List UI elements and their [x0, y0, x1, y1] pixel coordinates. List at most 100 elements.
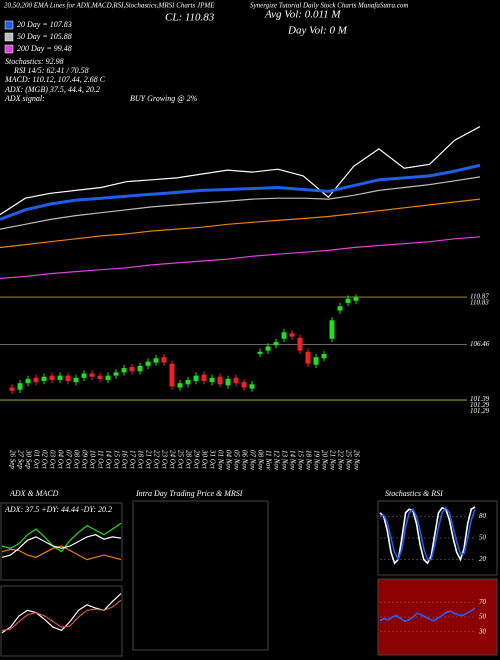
series-line [0, 198, 481, 249]
x-tick-label: 11 Oct [96, 450, 104, 469]
series-line [1, 534, 122, 558]
x-tick-label: 24 Oct [168, 450, 176, 470]
series-line [379, 506, 476, 565]
candle-body [281, 332, 287, 339]
y-tick-label: 30 [478, 627, 487, 635]
candle-body [321, 353, 327, 359]
x-tick-label: 29 Oct [192, 450, 200, 470]
chart-title: 20,50,200 EMA Lines for ADX,MACD,RSI,Sto… [4, 2, 215, 10]
series-line [1, 545, 122, 561]
x-tick-label: 22 Oct [152, 450, 160, 470]
x-tick-label: 05 Nov [232, 450, 240, 471]
candle-body [41, 376, 47, 382]
series-line [379, 607, 476, 623]
series-line [1, 599, 122, 631]
candle-body [201, 374, 207, 382]
candle-body [169, 363, 175, 387]
candle-body [297, 337, 303, 351]
x-tick-label: 11 Nov [264, 450, 272, 470]
candle-body [329, 320, 335, 339]
watermark: Synergize Tutorial Daily Stock Charts Mu… [250, 2, 408, 10]
macd-panel [0, 585, 123, 657]
y-tick-label: 106.46 [470, 340, 490, 348]
x-tick-label: 28 Oct [184, 450, 192, 470]
x-tick-label: 10 Oct [88, 450, 96, 470]
day-vol: Day Vol: 0 M [287, 25, 348, 37]
legend-swatch [4, 20, 14, 30]
candle-body [137, 365, 143, 372]
candle-body [177, 383, 183, 388]
y-tick-label: 80 [479, 512, 487, 520]
candle-body [17, 383, 23, 390]
y-tick-label: 101.29 [470, 401, 490, 409]
avg-vol: Avg Vol: 0.011 M [264, 9, 341, 21]
x-tick-label: 06 Nov [240, 450, 248, 471]
adx-signal: ADX signal: [4, 94, 45, 103]
y-tick-label: 20 [479, 555, 487, 563]
candle-body [81, 373, 87, 378]
candle-body [65, 375, 71, 382]
candle-body [105, 375, 111, 380]
candle-body [265, 346, 271, 351]
x-tick-label: 21 Nov [328, 450, 336, 471]
y-tick-label: 101.39 [470, 395, 490, 403]
legend-label: 200 Day = 99.48 [17, 44, 72, 53]
candle-body [305, 351, 311, 364]
candle-body [73, 377, 79, 383]
series-line [0, 126, 481, 216]
adx-label: ADX: (MGB) 37.5, 44.4, 20.2 [4, 85, 100, 94]
macd-label: MACD: 110.12, 107.44, 2.68 C [4, 75, 106, 84]
candle-body [353, 297, 359, 301]
candle-body [57, 375, 63, 380]
candle-body [89, 373, 95, 377]
x-tick-label: 01 Nov [216, 450, 224, 471]
x-tick-label: 14 Oct [104, 450, 112, 470]
candle-body [185, 379, 191, 385]
series-line [0, 176, 481, 230]
x-tick-label: 08 Nov [256, 450, 264, 471]
x-tick-label: 17 Oct [128, 450, 136, 470]
candle-body [233, 377, 239, 384]
y-tick-label: 50 [479, 534, 487, 542]
series-line [1, 522, 122, 553]
candle-body [209, 377, 215, 383]
x-tick-label: 01 Oct [32, 450, 40, 470]
candle-body [289, 333, 295, 337]
rsi-label: RSI 14/5: 62.41 / 70.58 [13, 66, 89, 75]
legend-label: 50 Day = 105.88 [17, 32, 72, 41]
y-tick-label: 70 [479, 598, 487, 606]
candle-body [9, 387, 15, 391]
x-tick-label: 14 Nov [288, 450, 296, 471]
close-label: CL: 110.83 [165, 12, 215, 24]
candle-body [257, 351, 263, 354]
x-tick-label: 20 Nov [320, 450, 328, 471]
x-tick-label: 02 Oct [40, 450, 48, 470]
x-tick-label: 16 Oct [120, 450, 128, 470]
y-tick-label: 50 [479, 613, 487, 621]
candle-body [25, 378, 31, 384]
y-tick-label: 101.29 [470, 407, 490, 415]
candle-body [217, 376, 223, 385]
candle-body [345, 298, 351, 304]
legend-swatch [4, 32, 14, 42]
x-tick-label: 07 Oct [64, 450, 72, 470]
candle-body [97, 375, 103, 379]
intraday-panel [132, 500, 269, 651]
candle-body [249, 384, 255, 389]
panel-title: Intra Day Trading Price & MRSI [135, 489, 243, 498]
x-tick-label: 23 Oct [160, 450, 168, 470]
x-tick-label: 09 Oct [80, 450, 88, 470]
x-tick-label: 04 Oct [56, 450, 64, 470]
x-tick-label: 21 Oct [144, 450, 152, 470]
x-tick-label: 15 Nov [296, 450, 304, 471]
panel-title: ADX & MACD [9, 489, 59, 498]
series-line [0, 163, 481, 221]
x-tick-label: 27 Sep [16, 450, 24, 469]
x-tick-label: 15 Oct [112, 450, 120, 470]
x-tick-label: 12 Nov [272, 450, 280, 471]
x-tick-label: 26 Nov [352, 450, 360, 471]
candle-body [129, 366, 135, 372]
x-tick-label: 26 Sep [8, 450, 16, 469]
x-tick-label: 30 Sep [24, 449, 32, 469]
